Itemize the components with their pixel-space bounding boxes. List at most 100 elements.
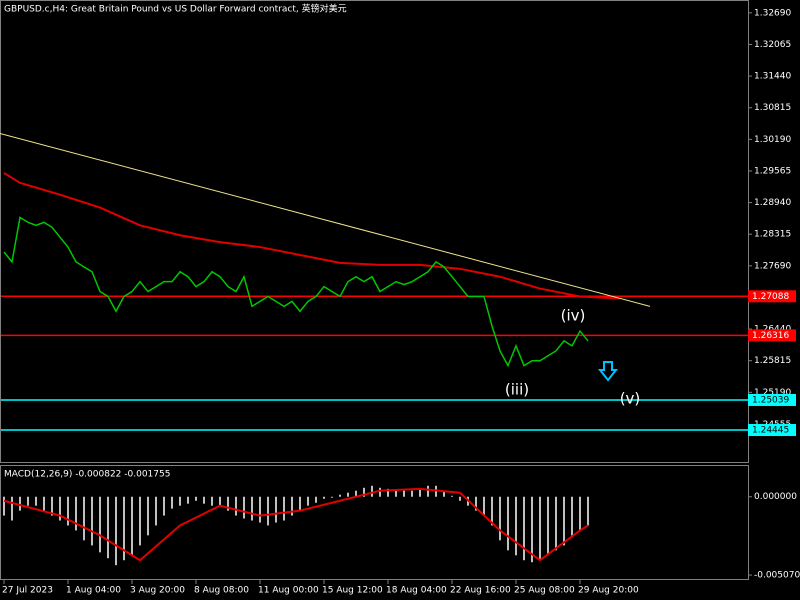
histogram-bar	[203, 496, 205, 504]
histogram-bar	[459, 496, 461, 501]
histogram-bar	[67, 496, 69, 526]
histogram-bar	[75, 496, 77, 531]
histogram-bar	[539, 496, 541, 561]
histogram-bar	[491, 496, 493, 526]
histogram-bar	[163, 496, 165, 516]
histogram-bar	[427, 485, 429, 497]
level-label: 1.24445	[752, 426, 789, 436]
histogram-bar	[43, 496, 45, 511]
level-label-bg	[748, 290, 796, 303]
histogram-bar	[195, 496, 197, 501]
histogram-bar	[419, 488, 421, 497]
histogram-bar	[19, 496, 21, 511]
histogram-bar	[3, 496, 5, 516]
wave-label: (iii)	[505, 381, 529, 399]
histogram-bar	[187, 496, 189, 504]
level-label: 1.27088	[752, 292, 789, 302]
level-label-bg	[748, 393, 796, 406]
histogram-bar	[283, 496, 285, 521]
histogram-bar	[179, 496, 181, 506]
x-tick-label: 29 Aug 20:00	[578, 586, 639, 596]
histogram-bar	[451, 495, 453, 497]
histogram-bar	[307, 496, 309, 506]
y-tick-label: 0.000000	[754, 492, 797, 502]
histogram-bar	[547, 496, 549, 556]
price-line	[3, 216, 589, 368]
histogram-bar	[227, 496, 229, 511]
y-tick-label: 1.31440	[754, 72, 791, 82]
histogram-bar	[259, 496, 261, 523]
y-tick-label: 1.29565	[754, 166, 791, 176]
level-label-bg	[748, 424, 796, 437]
histogram-bar	[571, 496, 573, 536]
histogram-bar	[171, 496, 173, 509]
histogram-bar	[387, 488, 389, 497]
histogram-bar	[355, 490, 357, 497]
y-tick-label: -0.005070	[754, 571, 800, 581]
wave-label: (iv)	[561, 307, 586, 325]
histogram-bar	[91, 496, 93, 546]
macd-frame	[0, 465, 749, 580]
histogram-bar	[27, 496, 29, 506]
y-tick-label: 1.30815	[754, 103, 791, 113]
chart-title: GBPUSD.c,H4: Great Britain Pound vs US D…	[4, 3, 347, 15]
histogram-bar	[211, 496, 213, 506]
histogram-bar	[267, 496, 269, 526]
histogram-bar	[139, 496, 141, 546]
x-tick-label: 15 Aug 12:00	[322, 586, 383, 596]
histogram-bar	[411, 490, 413, 497]
histogram-bar	[531, 496, 533, 563]
histogram-bar	[243, 496, 245, 519]
histogram-bar	[523, 496, 525, 561]
x-tick-label: 8 Aug 08:00	[194, 586, 249, 596]
histogram-bar	[35, 496, 37, 506]
histogram-bar	[331, 496, 333, 498]
histogram-bar	[323, 496, 325, 499]
histogram-bar	[131, 496, 133, 556]
histogram-bar	[363, 487, 365, 497]
histogram-bar	[123, 496, 125, 561]
y-tick-label: 1.32690	[754, 8, 791, 18]
histogram-bar	[443, 490, 445, 497]
histogram-bar	[339, 494, 341, 497]
histogram-bar	[395, 490, 397, 497]
down-arrow	[597, 361, 619, 382]
histogram-bar	[251, 496, 253, 521]
y-tick-label: 1.28315	[754, 230, 791, 240]
x-tick-label: 27 Jul 2023	[2, 586, 53, 596]
y-tick-label: 1.27690	[754, 261, 791, 271]
histogram-bar	[563, 496, 565, 546]
histogram-bar	[115, 496, 117, 566]
y-tick-label: 1.25190	[754, 388, 791, 398]
histogram-bar	[51, 496, 53, 516]
histogram-bar	[219, 496, 221, 506]
histogram-bar	[275, 496, 277, 523]
overlay-line	[3, 172, 621, 300]
histogram-bar	[155, 496, 157, 526]
histogram-bar	[515, 496, 517, 556]
y-tick-label: 1.25815	[754, 356, 791, 366]
x-tick-label: 18 Aug 04:00	[386, 586, 447, 596]
x-tick-label: 25 Aug 08:00	[514, 586, 575, 596]
histogram-bar	[107, 496, 109, 559]
x-tick-label: 3 Aug 20:00	[130, 586, 185, 596]
y-tick-label: 1.32065	[754, 40, 791, 50]
x-tick-label: 22 Aug 16:00	[450, 586, 511, 596]
histogram-bar	[347, 492, 349, 497]
overlay-line	[0, 132, 651, 307]
x-tick-label: 1 Aug 04:00	[66, 586, 121, 596]
level-label: 1.26316	[752, 331, 789, 341]
x-tick-label: 11 Aug 00:00	[258, 586, 319, 596]
level-label: 1.25039	[752, 395, 789, 405]
histogram-bar	[291, 496, 293, 516]
histogram-bar	[587, 496, 589, 526]
histogram-bar	[299, 496, 301, 511]
histogram-bar	[499, 496, 501, 541]
histogram-bar	[371, 485, 373, 497]
y-tick-label: 1.30190	[754, 135, 791, 145]
histogram-bar	[403, 490, 405, 497]
histogram-bar	[59, 496, 61, 521]
